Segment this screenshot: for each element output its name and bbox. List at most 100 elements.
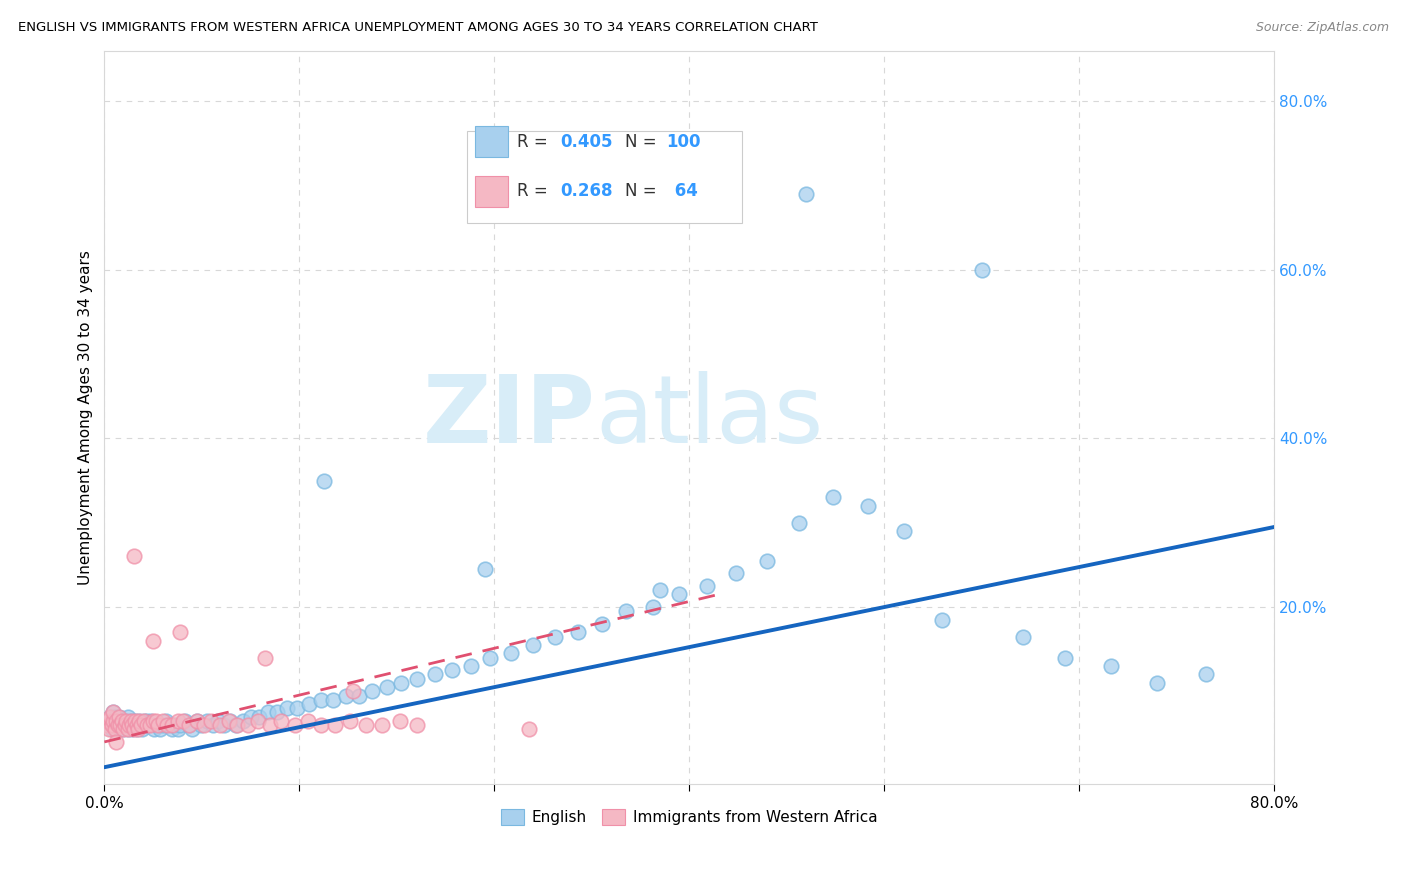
- Point: [118, 718, 141, 732]
- Point: [142, 633, 165, 648]
- Point: [120, 714, 142, 728]
- Point: [125, 718, 148, 732]
- Point: [146, 718, 169, 732]
- Point: [163, 718, 186, 732]
- Point: [143, 723, 166, 737]
- Point: [322, 692, 344, 706]
- Point: [117, 723, 139, 737]
- Point: [232, 714, 254, 728]
- Point: [195, 714, 218, 728]
- Point: [101, 706, 124, 720]
- Point: [96, 714, 118, 728]
- Point: [796, 186, 818, 201]
- Point: [931, 613, 953, 627]
- Point: [201, 718, 224, 732]
- Point: [141, 714, 163, 728]
- Point: [135, 718, 157, 732]
- FancyBboxPatch shape: [475, 176, 508, 207]
- Point: [128, 714, 150, 728]
- Point: [441, 663, 464, 677]
- Point: [193, 718, 215, 732]
- Point: [152, 718, 174, 732]
- Point: [122, 723, 145, 737]
- Point: [186, 714, 208, 728]
- Point: [101, 714, 124, 728]
- Point: [111, 714, 134, 728]
- Point: [129, 718, 152, 732]
- Point: [1194, 667, 1216, 681]
- Point: [105, 714, 128, 728]
- Point: [970, 263, 993, 277]
- Point: [257, 706, 280, 720]
- Point: [166, 723, 188, 737]
- Point: [787, 516, 810, 530]
- Point: [283, 718, 305, 732]
- Point: [105, 714, 128, 728]
- Point: [460, 659, 482, 673]
- Text: 0.405: 0.405: [561, 133, 613, 151]
- Point: [157, 718, 180, 732]
- FancyBboxPatch shape: [475, 127, 508, 157]
- Point: [287, 701, 309, 715]
- Text: atlas: atlas: [596, 371, 824, 463]
- Point: [755, 554, 778, 568]
- Point: [474, 562, 496, 576]
- Point: [172, 714, 194, 728]
- Point: [121, 723, 143, 737]
- Point: [131, 723, 153, 737]
- Point: [118, 718, 141, 732]
- Point: [207, 714, 229, 728]
- Point: [134, 718, 156, 732]
- Point: [97, 723, 120, 737]
- Point: [117, 723, 139, 737]
- Point: [101, 714, 124, 728]
- Point: [112, 723, 135, 737]
- Point: [856, 499, 879, 513]
- Point: [335, 689, 357, 703]
- Point: [325, 718, 347, 732]
- Point: [354, 718, 377, 732]
- Point: [169, 625, 191, 640]
- Point: [309, 692, 332, 706]
- Point: [226, 718, 249, 732]
- Point: [122, 718, 145, 732]
- Point: [725, 566, 748, 581]
- Point: [1011, 630, 1033, 644]
- Point: [128, 714, 150, 728]
- Text: 64: 64: [669, 183, 699, 201]
- Point: [616, 604, 638, 618]
- Point: [104, 709, 127, 723]
- Point: [375, 680, 398, 694]
- Point: [696, 579, 718, 593]
- Point: [567, 625, 589, 640]
- Point: [97, 718, 120, 732]
- Point: [149, 723, 172, 737]
- Point: [104, 723, 127, 737]
- Text: Source: ZipAtlas.com: Source: ZipAtlas.com: [1256, 21, 1389, 34]
- Point: [160, 723, 183, 737]
- Point: [166, 714, 188, 728]
- Text: N =: N =: [626, 133, 662, 151]
- Point: [522, 638, 544, 652]
- Point: [347, 689, 370, 703]
- Point: [297, 714, 319, 728]
- Point: [125, 723, 148, 737]
- Point: [259, 718, 281, 732]
- Point: [544, 630, 567, 644]
- Point: [105, 735, 128, 749]
- Point: [100, 718, 122, 732]
- Text: 100: 100: [666, 133, 700, 151]
- Point: [179, 718, 201, 732]
- Point: [406, 718, 429, 732]
- Point: [169, 718, 191, 732]
- Point: [190, 718, 212, 732]
- Point: [135, 714, 157, 728]
- Point: [309, 718, 332, 732]
- Point: [1054, 650, 1077, 665]
- Text: ZIP: ZIP: [423, 371, 596, 463]
- Point: [110, 718, 132, 732]
- Point: [246, 714, 269, 728]
- Point: [108, 709, 131, 723]
- Point: [117, 709, 139, 723]
- Point: [115, 714, 138, 728]
